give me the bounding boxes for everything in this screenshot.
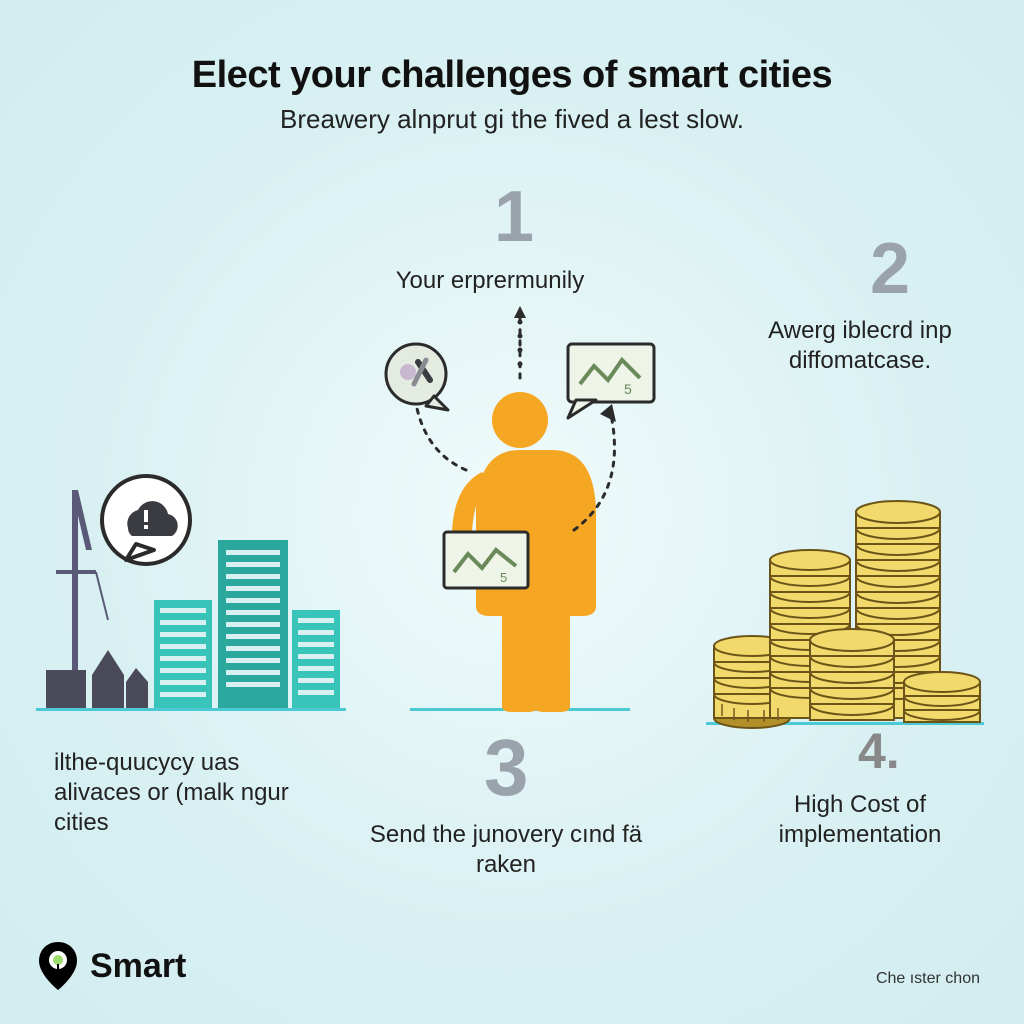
caption-step-1: Your erprermunily: [340, 266, 640, 296]
step-number-1: 1: [494, 176, 534, 258]
brand-name: Smart: [90, 947, 186, 986]
caption-step-2: Awerg iblecrd inp diffomatcase.: [730, 316, 990, 376]
caption-left-block: ilthe-quucycy uas alivaces or (malk nɡur…: [54, 748, 314, 838]
credit-text: Che ıster chon: [876, 970, 980, 988]
step-number-3: 3: [484, 722, 529, 814]
city-illustration: [36, 450, 346, 750]
coins-illustration: [700, 450, 990, 740]
step-number-2: 2: [870, 228, 910, 310]
bubble-small-icon: [386, 344, 448, 410]
map-pin-icon: [36, 940, 80, 992]
page-subtitle: Breawery alnprut gi the fived a lest slo…: [0, 104, 1024, 135]
chart-card-icon: 5: [444, 532, 528, 588]
page-title: Elect your challenges of smart cities: [0, 54, 1024, 97]
caption-step-3: Send the junovery cınd fä raken: [366, 820, 646, 880]
caption-step-4: High Cost of implementation: [740, 790, 980, 850]
cloud-alert-icon: [102, 476, 190, 564]
svg-text:5: 5: [500, 570, 507, 585]
person-illustration: 5 5: [360, 300, 680, 730]
brand-logo: Smart: [36, 940, 186, 992]
svg-text:5: 5: [624, 381, 632, 397]
